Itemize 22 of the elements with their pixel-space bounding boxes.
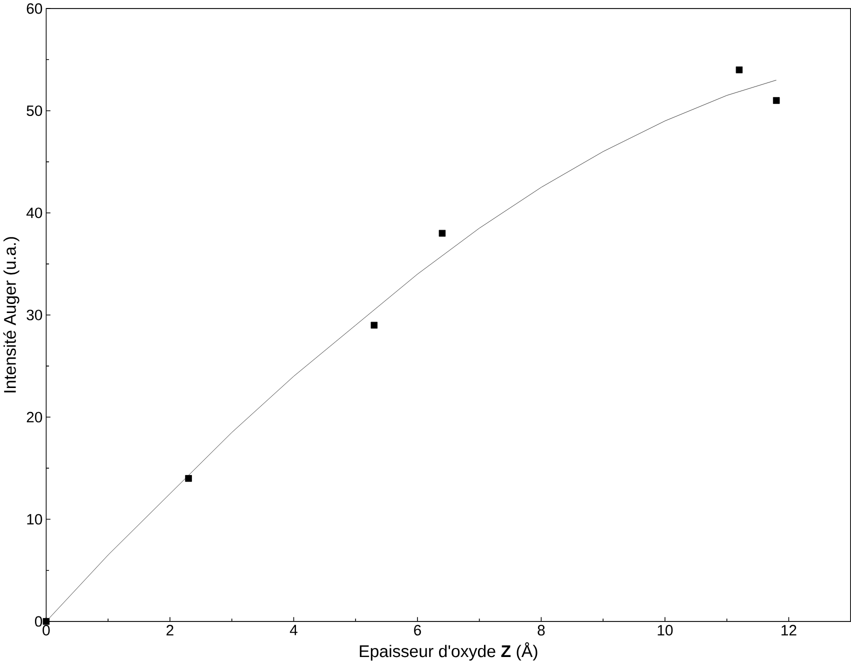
point [736,66,743,74]
point [42,618,50,625]
x-tick-label: 6 [414,624,421,636]
y-tick-label: 40 [26,208,42,218]
x-tick-label: 0 [42,624,50,636]
point [370,322,378,329]
point [185,475,192,482]
y-tick-label: 0 [34,616,42,627]
y-tick-label: 20 [26,412,42,422]
x-tick-label: 8 [538,624,545,636]
x-tick-label: 4 [290,624,298,636]
y-tick-label: 50 [26,106,42,116]
point [772,97,780,104]
x-tick-label: 10 [658,624,673,636]
x-axis-title: Epaisseur d'oxyde Z (Å) [360,642,538,661]
point [438,230,446,237]
y-axis-title: Intensité Auger (u.a.) [3,237,20,392]
x-tick-label: 12 [782,624,796,636]
y-tick-label: 10 [27,514,42,525]
y-tick-label: 60 [26,3,42,14]
y-tick-label: 30 [26,310,42,320]
x-tick-label: 2 [166,624,174,636]
